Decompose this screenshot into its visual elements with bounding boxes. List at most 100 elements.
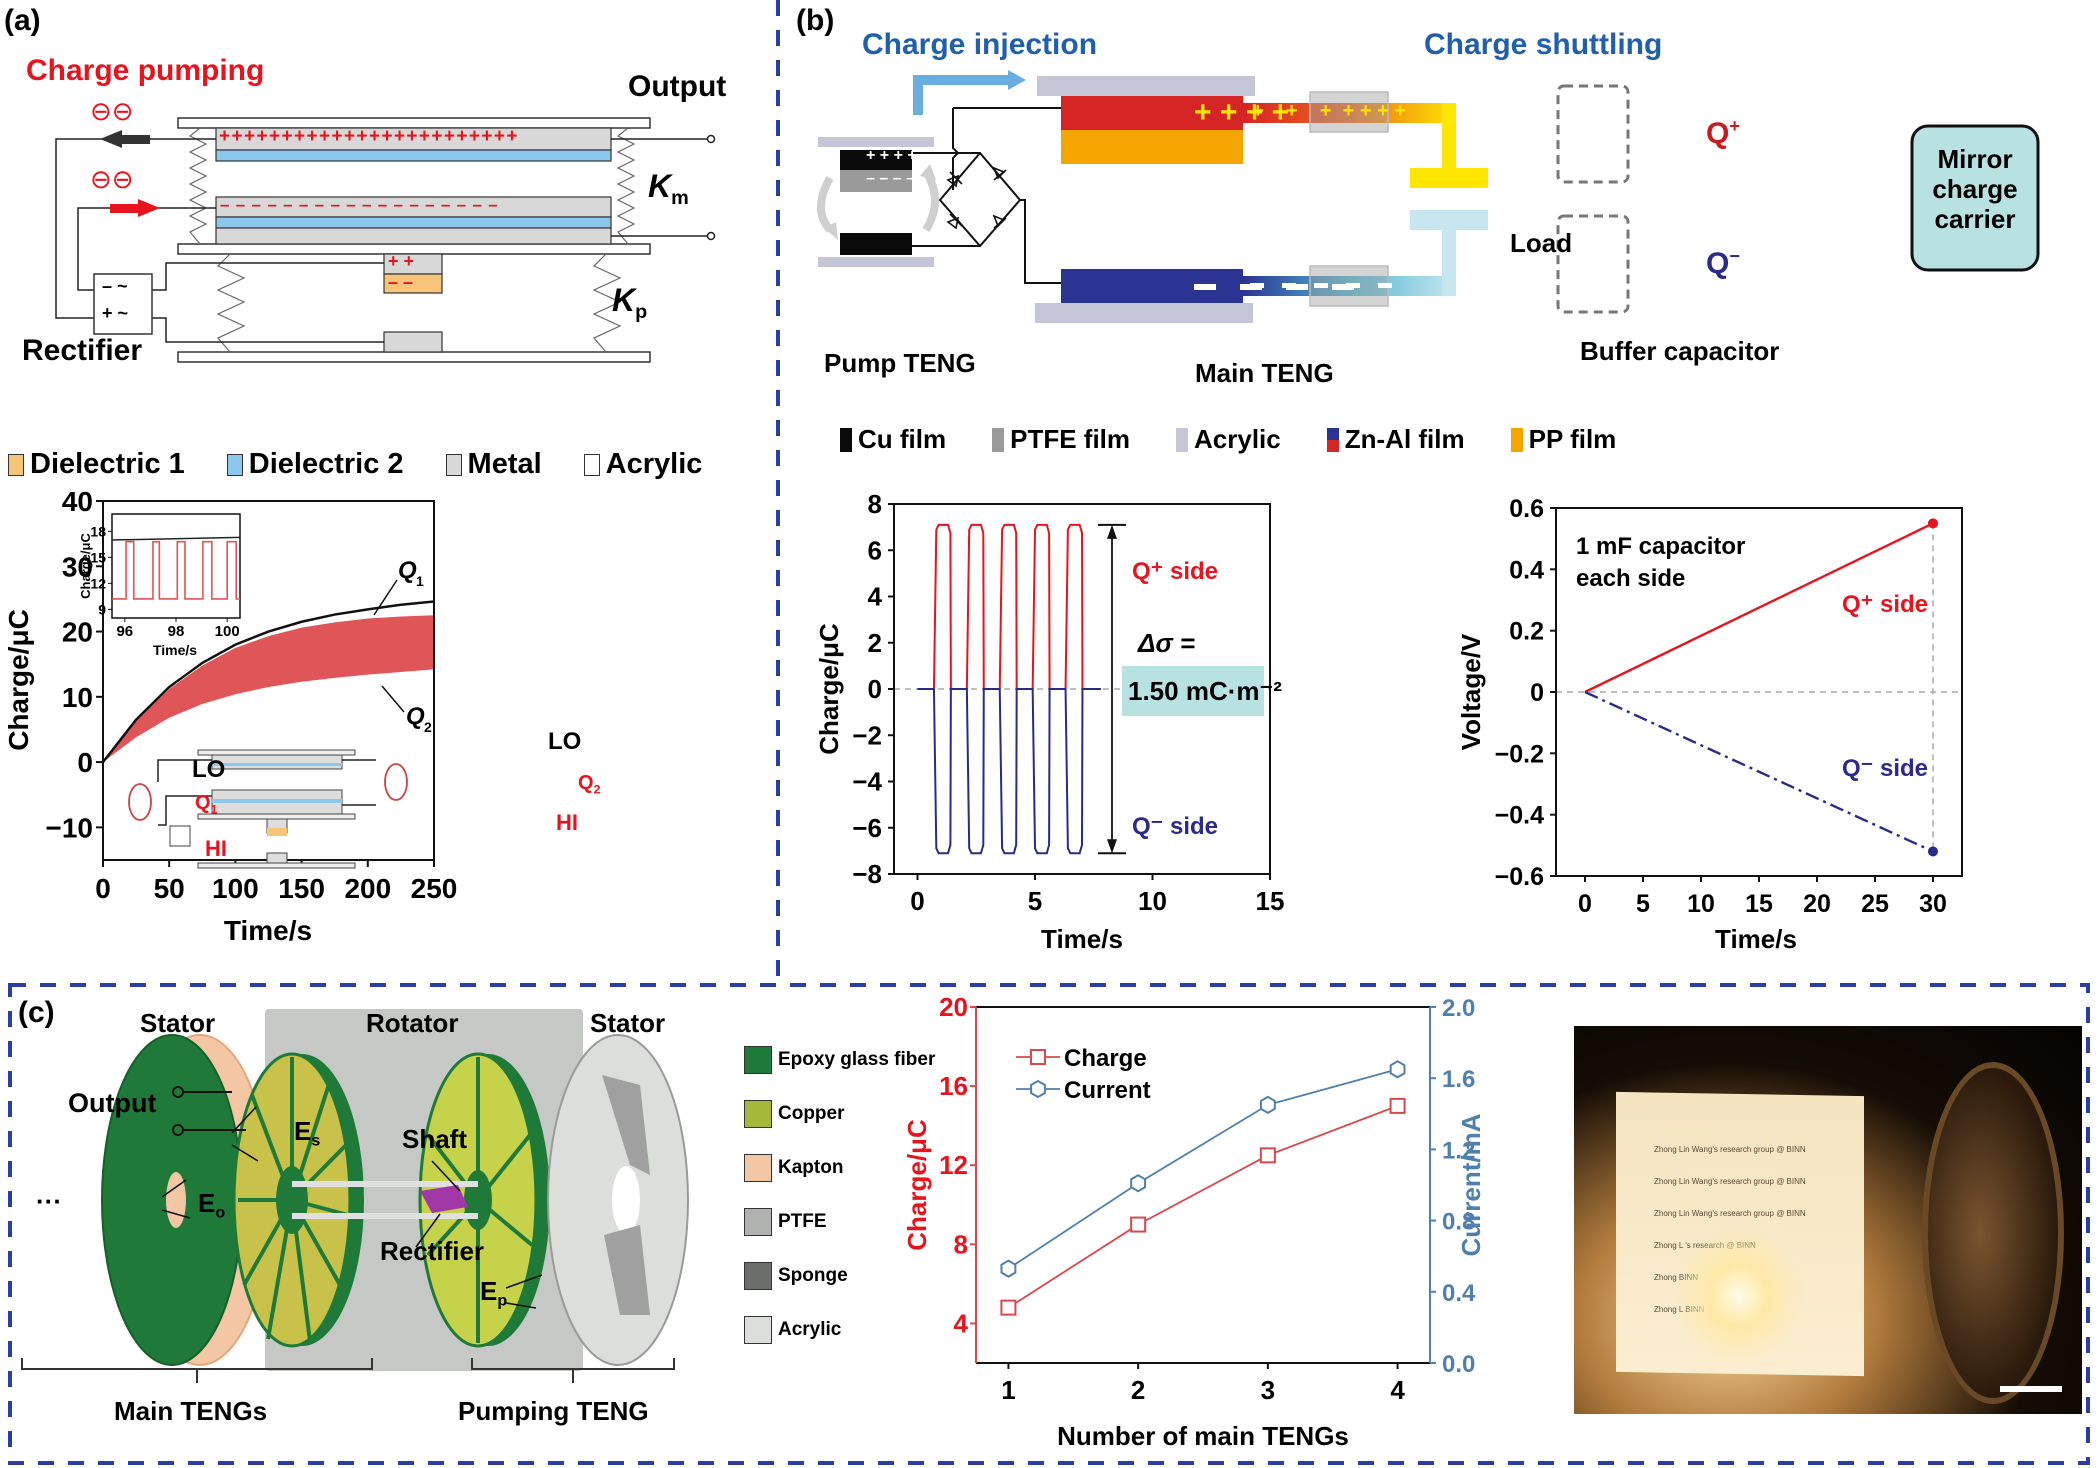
x-axis-label: Number of main TENGs	[1057, 1421, 1349, 1451]
x-tick-label: 10	[1687, 890, 1715, 918]
y-axis-label: Voltage/V	[1456, 633, 1486, 750]
q2-pointer	[381, 685, 405, 713]
right-y-axis-label: Current/mA	[1456, 1113, 1486, 1256]
main-teng-plus: + + + +	[1194, 96, 1290, 129]
note-line-2: each side	[1576, 565, 1685, 592]
panel-b-label: (b)	[796, 4, 835, 37]
inset-pump-base	[266, 852, 288, 864]
inset-y-tick-label: 18	[90, 523, 106, 539]
right-y-tick-label: 0.0	[1442, 1351, 1475, 1378]
legend-item-acrylic: Acrylic	[583, 448, 702, 481]
legend-item-metal: Metal	[445, 448, 542, 481]
ep-label: Ep	[480, 1276, 508, 1310]
x-tick-label: 3	[1261, 1375, 1275, 1405]
y-tick-label: −8	[852, 859, 882, 889]
inset-wire	[157, 759, 212, 782]
load-label: Load	[1510, 228, 1573, 258]
current-line	[1007, 1068, 1398, 1270]
inset-y-tick-label: 15	[90, 549, 106, 565]
q2-meter-icon	[384, 763, 408, 801]
pump-plus-charges: + +	[388, 251, 415, 271]
x-tick-label: 5	[1636, 890, 1650, 918]
charge-pumping-schematic	[55, 117, 716, 363]
inset-wire	[158, 795, 212, 826]
rectifier-row-2: + ~	[102, 303, 129, 323]
buffer-capacitor-label: Buffer capacitor	[1580, 336, 1780, 366]
inset-dielectric	[212, 799, 342, 803]
y-tick-label: −0.2	[1495, 740, 1544, 768]
electron-icon-top: ⊖⊖	[90, 96, 134, 126]
inset-circuit-lo-right: LO	[548, 728, 582, 755]
inset-plate	[197, 862, 356, 869]
q2-band	[103, 615, 434, 763]
demo-photo: Zhong Lin Wang's research group @ BINN Z…	[1574, 1026, 2082, 1414]
x-tick-label: 15	[1256, 886, 1285, 916]
legend-item-ptfe-film: PTFE film	[992, 424, 1130, 455]
panel-b-legend: Cu film PTFE film Acrylic Zn-Al film PP …	[840, 424, 1616, 455]
legend-item-pp-film: PP film	[1510, 424, 1616, 455]
x-axis-label: Time/s	[1041, 924, 1123, 954]
y-tick-label: 40	[62, 486, 93, 517]
right-y-tick-label: 1.2	[1442, 1137, 1475, 1164]
q-minus-end-point	[1928, 846, 1938, 857]
q1-annotation: Q	[398, 557, 417, 584]
delta-sigma-label: Δσ =	[1138, 628, 1196, 658]
inset-y-tick-label: 12	[90, 575, 106, 591]
y-tick-label: −0.4	[1495, 802, 1544, 830]
legend-swatch	[744, 1262, 772, 1290]
inset-q2-line	[112, 540, 240, 600]
legend-swatch	[840, 427, 852, 452]
y-tick-label: 0.4	[1509, 556, 1544, 584]
legend-charge-label: Charge	[1064, 1045, 1147, 1072]
shuttle-minus	[1250, 283, 1392, 288]
x-tick-label: 20	[1803, 890, 1831, 918]
legend-swatch	[744, 1154, 772, 1182]
legend-item-acrylic: Acrylic	[1176, 424, 1281, 455]
x-tick-label: 50	[154, 873, 185, 904]
legend-item-dielectric-2: Dielectric 2	[226, 448, 404, 481]
left-y-tick-label: 20	[939, 992, 968, 1022]
q-plus-line	[1584, 522, 1934, 694]
q-minus-label: Q−	[1706, 246, 1740, 280]
x-tick-label: 0	[95, 873, 111, 904]
legend-swatch	[1510, 427, 1523, 452]
delta-sigma-value: 1.50 mC·m⁻²	[1128, 676, 1282, 706]
bulb-glow-icon	[1674, 1226, 1804, 1366]
stator-left-label: Stator	[140, 1008, 216, 1038]
pump-teng-minus: – – – –	[866, 170, 915, 187]
charge-line	[1007, 1105, 1398, 1309]
y-tick-label: 20	[62, 617, 93, 648]
q2-meter-label: Q2	[578, 772, 601, 797]
inset-circuit-hi-left: HI	[205, 836, 227, 861]
charge-shuttling-title: Charge shuttling	[1424, 28, 1663, 61]
q1-pointer	[373, 579, 398, 616]
current-point	[1389, 1060, 1406, 1079]
y-tick-label: 0	[1530, 679, 1544, 707]
y-axis-label: Charge/μC	[3, 609, 34, 751]
left-y-tick-label: 12	[939, 1150, 968, 1180]
right-y-tick-label: 0.4	[1442, 1280, 1476, 1307]
y-tick-label: −0.6	[1495, 863, 1544, 891]
arrow-head-down	[1107, 839, 1117, 854]
stator-right-label: Stator	[590, 1008, 666, 1038]
x-tick-label: 0	[1578, 890, 1592, 918]
current-point	[1000, 1259, 1017, 1278]
inset-plate	[197, 749, 356, 756]
teng-exploded-view	[21, 1009, 689, 1383]
y-tick-label: 8	[868, 489, 882, 519]
legend-swatch	[226, 453, 243, 476]
current-point	[1130, 1174, 1147, 1193]
top-electrode-charges: ++++++++++++++++++++++++	[219, 126, 519, 147]
panel-a-label: (a)	[4, 4, 41, 37]
charge-point	[1130, 1216, 1147, 1233]
legend-swatch	[1176, 427, 1189, 452]
teng-device-photo	[1922, 1062, 2064, 1404]
chart-a-charge-vs-time: 0 50 100 150 200 250−10010203040Time/sCharge/…	[3, 486, 457, 946]
q-plus-annotation: Q⁺ side	[1132, 558, 1218, 585]
q-plus-line	[917, 523, 1101, 690]
inset-dielectric	[212, 763, 342, 766]
y-tick-label: 6	[868, 535, 882, 565]
chart-b-charge-vs-time: 0 5 10 15 −8 −6 −4 −2 0 2 4 6 8 Time/s Charge/μC Q⁺ sid…	[814, 489, 1285, 954]
kp-label: Kp	[612, 282, 648, 323]
